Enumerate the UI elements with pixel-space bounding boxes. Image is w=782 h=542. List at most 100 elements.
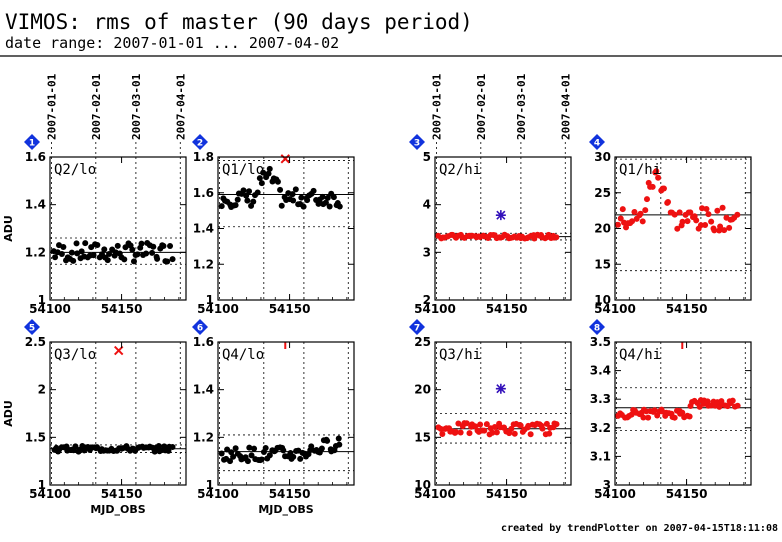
- x-tick-label: 54150: [666, 302, 708, 316]
- date-tick-label: 2007-03-01: [130, 73, 143, 140]
- data-point: [150, 243, 157, 250]
- panel-1: 1 1.2 1.4 1.6 54100 54150 Q2/lo 1 ADU: [2, 134, 187, 316]
- data-point: [702, 221, 709, 228]
- badge-diamond: [192, 319, 208, 335]
- data-point: [289, 191, 296, 198]
- data-point: [653, 168, 660, 175]
- badge-number: 4: [594, 139, 600, 149]
- outlier-marker: [495, 210, 506, 221]
- data-point: [304, 197, 311, 204]
- data-point: [74, 250, 81, 257]
- data-point: [297, 455, 304, 462]
- data-point: [73, 240, 80, 247]
- outlier-marker: [280, 154, 290, 164]
- y-tick-label: 3: [423, 245, 431, 259]
- data-point: [52, 254, 59, 261]
- data-point: [674, 225, 681, 232]
- panel-label: Q2/hi: [439, 162, 481, 178]
- panel-label: Q4/hi: [619, 347, 661, 363]
- data-point: [699, 205, 706, 212]
- data-point: [483, 421, 490, 428]
- data-point: [714, 207, 721, 214]
- data-point: [705, 211, 712, 218]
- y-tick-label: 10: [594, 293, 611, 307]
- data-point: [246, 188, 253, 195]
- data-point: [230, 453, 237, 460]
- data-point: [614, 221, 621, 228]
- y-tick-label: 3.5: [590, 335, 611, 349]
- y-tick-label: 10: [414, 478, 431, 492]
- data-point: [68, 249, 75, 256]
- data-point: [335, 435, 342, 442]
- y-tick-label: 1.6: [25, 150, 46, 164]
- y-tick-label: 1.5: [25, 430, 46, 444]
- data-point: [719, 204, 726, 211]
- data-point: [244, 197, 251, 204]
- y-tick-label: 5: [423, 150, 431, 164]
- data-point: [104, 257, 111, 264]
- outlier-marker: [495, 383, 506, 394]
- panel-frame: [217, 341, 355, 486]
- data-point: [629, 218, 636, 225]
- data-point: [260, 169, 267, 176]
- panel-frame: [49, 341, 187, 486]
- date-tick-label: 2007-02-01: [90, 73, 103, 140]
- data-point: [489, 429, 496, 436]
- data-point: [292, 186, 299, 193]
- data-point: [631, 208, 638, 215]
- date-tick-label: 2007-01-01: [45, 73, 58, 140]
- data-point: [649, 183, 656, 190]
- data-point: [277, 186, 284, 193]
- data-point: [665, 199, 672, 206]
- date-tick-label: 2007-04-01: [174, 73, 187, 140]
- data-point: [254, 189, 261, 196]
- y-tick-label: 3.4: [590, 364, 611, 378]
- badge-diamond: [192, 134, 208, 150]
- data-point: [258, 180, 265, 187]
- y-tick-label: 25: [594, 186, 611, 200]
- data-point: [553, 421, 560, 428]
- y-tick-label: 1.2: [193, 430, 214, 444]
- data-point: [169, 256, 176, 263]
- data-point: [130, 258, 137, 265]
- data-point: [244, 458, 251, 465]
- data-point: [310, 187, 317, 194]
- y-tick-label: 1.6: [193, 186, 214, 200]
- data-point: [298, 194, 305, 201]
- data-point: [527, 431, 534, 438]
- panel-6: 1 1.2 1.4 1.6 54100 54150 Q4/lo 6 MJD_OBS: [192, 319, 355, 516]
- badge-number: 5: [29, 324, 35, 334]
- data-point: [481, 427, 488, 434]
- data-point: [308, 443, 315, 450]
- panel-frame: [614, 341, 752, 486]
- data-point: [645, 414, 652, 421]
- data-point: [726, 224, 733, 231]
- panel-label: Q1/hi: [619, 162, 661, 178]
- date-tick-label: 2007-03-01: [515, 73, 528, 140]
- y-tick-label: 20: [414, 383, 431, 397]
- data-point: [278, 202, 285, 209]
- data-point: [121, 256, 128, 263]
- panel-8: 3 3.1 3.2 3.3 3.4 3.5 54100 54150 Q4/hi 8: [589, 319, 752, 501]
- y-tick-label: 1.2: [25, 245, 46, 259]
- data-point: [274, 178, 281, 185]
- data-point: [326, 203, 333, 210]
- y-tick-label: 15: [594, 257, 611, 271]
- badge-number: 1: [29, 139, 35, 149]
- y-axis-label: ADU: [2, 400, 15, 427]
- chart-subtitle: date range: 2007-01-01 ... 2007-04-02: [5, 34, 339, 52]
- data-point: [290, 453, 297, 460]
- data-point: [643, 196, 650, 203]
- data-point: [729, 397, 736, 404]
- panel-label: Q1/lo: [222, 162, 264, 178]
- data-point: [169, 444, 176, 451]
- data-point: [439, 430, 446, 437]
- panel-label: Q3/hi: [439, 347, 481, 363]
- data-point: [70, 257, 77, 264]
- date-tick-label: 2007-02-01: [475, 73, 488, 140]
- data-point: [262, 445, 269, 452]
- data-point: [129, 246, 136, 253]
- y-tick-label: 1: [206, 293, 214, 307]
- data-point: [232, 202, 239, 209]
- data-point: [711, 227, 718, 234]
